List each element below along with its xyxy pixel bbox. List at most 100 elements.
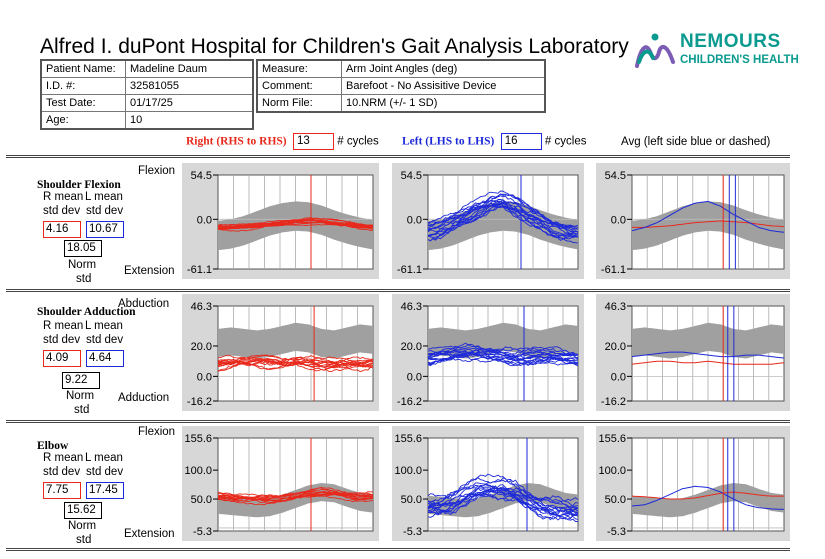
- std-label: std: [76, 534, 92, 546]
- page-title: Alfred I. duPont Hospital for Children's…: [40, 35, 629, 58]
- y-tick-label: -5.3: [193, 526, 212, 538]
- r-mean-label: R mean: [43, 191, 84, 203]
- separator-1: [6, 289, 790, 292]
- age-label: Age:: [40, 111, 126, 130]
- r-std-value: 7.75: [43, 482, 81, 499]
- left-cycles-unit: # cycles: [544, 135, 587, 148]
- norm-label: Norm: [68, 520, 97, 532]
- nemours-logo-icon: [635, 33, 675, 68]
- y-tick-label: -5.3: [403, 526, 422, 538]
- l-std-dev-label: std dev: [86, 334, 124, 346]
- direction-top-label: Flexion: [138, 426, 176, 438]
- l-mean-label: L mean: [85, 320, 123, 332]
- comment-label: Comment:: [256, 77, 342, 95]
- avg-note: Avg (left side blue or dashed): [621, 136, 771, 148]
- left-cycle-line: [428, 344, 579, 357]
- norm-std-value: 18.05: [64, 240, 102, 257]
- y-tick-label: 0.0: [197, 214, 212, 226]
- left-cycles-label: Left (LHS to LHS): [402, 135, 495, 148]
- chart-panel-0-2: 54.5 0.0 -61.1: [596, 163, 790, 279]
- left-cycle-line: [427, 202, 579, 239]
- l-std-dev-label: std dev: [86, 205, 124, 217]
- right-cycles-unit: # cycles: [337, 135, 379, 148]
- left-cycle-line: [427, 489, 579, 521]
- y-tick-label: -16.2: [601, 396, 626, 408]
- row-name: Shoulder Adduction: [37, 306, 136, 318]
- right-cycle-line: [217, 486, 374, 498]
- direction-top-label: Abduction: [118, 298, 170, 310]
- norm-label: Norm: [68, 259, 97, 271]
- y-tick-label: 20.0: [191, 341, 212, 353]
- y-tick-label: 0.0: [407, 214, 422, 226]
- y-tick-label: 0.0: [611, 371, 626, 383]
- norm-std-value: 9.22: [62, 372, 100, 389]
- l-std-value: 4.64: [86, 350, 124, 367]
- right-average-line: [631, 491, 784, 500]
- y-tick-label: 100.0: [184, 465, 212, 477]
- nemours-logo: NEMOURS CHILDREN'S HEALTH: [633, 24, 799, 74]
- right-average-line: [631, 360, 785, 365]
- y-tick-label: 20.0: [401, 341, 422, 353]
- chart-panel-2-1: 155.6 100.0 50.0 -5.3: [392, 426, 584, 541]
- chart-panel-0-0: 54.5 0.0 -61.1: [182, 163, 379, 279]
- chart-panel-1-0: 46.3 20.0 0.0 -16.2: [182, 294, 379, 411]
- left-cycle-line: [427, 199, 579, 233]
- left-cycles-count: 16: [500, 133, 542, 150]
- y-tick-label: -61.1: [397, 264, 422, 276]
- y-tick-label: 0.0: [407, 371, 422, 383]
- row-name: Shoulder Flexion: [37, 179, 121, 191]
- right-average-line: [632, 220, 785, 228]
- l-std-dev-label: std dev: [86, 466, 124, 478]
- y-tick-label: 0.0: [197, 371, 212, 383]
- std-label: std: [76, 273, 92, 285]
- left-cycle-line: [427, 200, 579, 237]
- separator-2: [6, 420, 790, 423]
- logo-text-childrens-health: CHILDREN'S HEALTH: [680, 54, 799, 66]
- direction-bottom-label: Adduction: [118, 392, 170, 404]
- norm-std-value: 15.62: [64, 502, 102, 519]
- y-tick-label: -16.2: [187, 396, 212, 408]
- y-tick-label: 50.0: [605, 494, 626, 506]
- norm-band: [632, 322, 784, 359]
- y-tick-label: 46.3: [191, 301, 212, 313]
- y-tick-label: 50.0: [401, 494, 422, 506]
- norm-file-label: Norm File:: [256, 94, 342, 113]
- norm-band: [428, 483, 578, 518]
- y-tick-label: 155.6: [394, 433, 422, 445]
- direction-bottom-label: Extension: [124, 528, 175, 540]
- y-tick-label: 46.3: [401, 301, 422, 313]
- test-info-table: Measure: Arm Joint Angles (deg) Comment: B…: [256, 59, 546, 113]
- y-tick-label: 155.6: [184, 433, 212, 445]
- left-cycle-line: [428, 487, 579, 517]
- test-date-label: Test Date:: [40, 94, 126, 112]
- left-cycle-line: [427, 204, 579, 237]
- left-average-line: [631, 351, 785, 359]
- left-cycles: Left (LHS to LHS) 16 # cycles: [402, 133, 586, 150]
- direction-bottom-label: Extension: [124, 265, 175, 277]
- right-cycles-label: Right (RHS to RHS): [186, 135, 287, 148]
- patient-info-table: Patient Name: Madeline Daum I.D. #: 325810…: [40, 59, 254, 130]
- y-tick-label: 0.0: [611, 214, 626, 226]
- left-cycle-line: [427, 342, 579, 355]
- right-cycle-line: [217, 223, 374, 232]
- norm-band: [218, 201, 373, 251]
- y-tick-label: 155.6: [598, 433, 626, 445]
- norm-band: [632, 483, 784, 518]
- r-mean-label: R mean: [43, 320, 84, 332]
- test-date-value: 01/17/25: [125, 94, 254, 112]
- left-cycle-line: [427, 473, 579, 504]
- separator-top: [6, 155, 790, 158]
- y-tick-label: -61.1: [601, 264, 626, 276]
- chart-panel-2-0: 155.6 100.0 50.0 -5.3: [182, 426, 379, 541]
- norm-band: [632, 201, 784, 251]
- y-tick-label: 54.5: [605, 170, 626, 182]
- left-cycle-line: [427, 484, 579, 512]
- right-cycle-line: [217, 354, 374, 363]
- r-std-dev-label: std dev: [43, 466, 81, 478]
- left-cycle-line: [427, 489, 579, 520]
- r-std-value: 4.16: [43, 221, 81, 238]
- y-tick-label: 100.0: [598, 465, 626, 477]
- left-cycle-line: [427, 494, 578, 522]
- r-std-value: 4.09: [43, 350, 81, 367]
- comment-value: Barefoot - No Assisitive Device: [341, 77, 546, 95]
